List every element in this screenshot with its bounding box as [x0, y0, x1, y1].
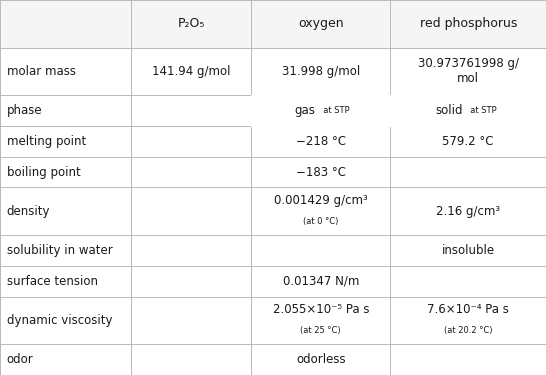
Text: 141.94 g/mol: 141.94 g/mol: [152, 65, 230, 78]
Text: odorless: odorless: [296, 353, 346, 366]
Text: 2.16 g/cm³: 2.16 g/cm³: [436, 205, 500, 218]
Text: 0.001429 g/cm³: 0.001429 g/cm³: [274, 194, 367, 207]
Text: (at 20.2 °C): (at 20.2 °C): [444, 326, 492, 335]
Text: melting point: melting point: [7, 135, 86, 148]
Text: boiling point: boiling point: [7, 166, 80, 178]
Text: P₂O₅: P₂O₅: [177, 17, 205, 30]
Text: 2.055×10⁻⁵ Pa s: 2.055×10⁻⁵ Pa s: [272, 303, 369, 316]
Text: −218 °C: −218 °C: [296, 135, 346, 148]
Text: solubility in water: solubility in water: [7, 244, 112, 257]
Text: (at 0 °C): (at 0 °C): [303, 217, 339, 226]
Text: at STP: at STP: [307, 113, 334, 122]
Text: insoluble: insoluble: [442, 244, 495, 257]
Text: solid: solid: [454, 98, 482, 110]
Text: molar mass: molar mass: [7, 65, 75, 78]
Text: red phosphorus: red phosphorus: [419, 17, 517, 30]
Text: 31.998 g/mol: 31.998 g/mol: [282, 65, 360, 78]
Text: at STP: at STP: [465, 106, 497, 115]
Text: 30.973761998 g/
mol: 30.973761998 g/ mol: [418, 57, 519, 86]
Text: gas: gas: [310, 98, 331, 110]
Text: surface tension: surface tension: [7, 275, 98, 288]
Text: dynamic viscosity: dynamic viscosity: [7, 314, 112, 327]
Text: odor: odor: [7, 353, 33, 366]
Text: gas: gas: [294, 104, 316, 117]
Text: 7.6×10⁻⁴ Pa s: 7.6×10⁻⁴ Pa s: [428, 303, 509, 316]
Text: −183 °C: −183 °C: [296, 166, 346, 178]
Text: oxygen: oxygen: [298, 17, 343, 30]
Text: 0.01347 N/m: 0.01347 N/m: [283, 275, 359, 288]
Text: at STP: at STP: [455, 113, 482, 122]
Text: 579.2 °C: 579.2 °C: [442, 135, 494, 148]
Text: phase: phase: [7, 104, 42, 117]
Text: (at 25 °C): (at 25 °C): [300, 326, 341, 335]
Text: solid: solid: [435, 104, 462, 117]
Text: density: density: [7, 205, 50, 218]
Text: at STP: at STP: [318, 106, 349, 115]
